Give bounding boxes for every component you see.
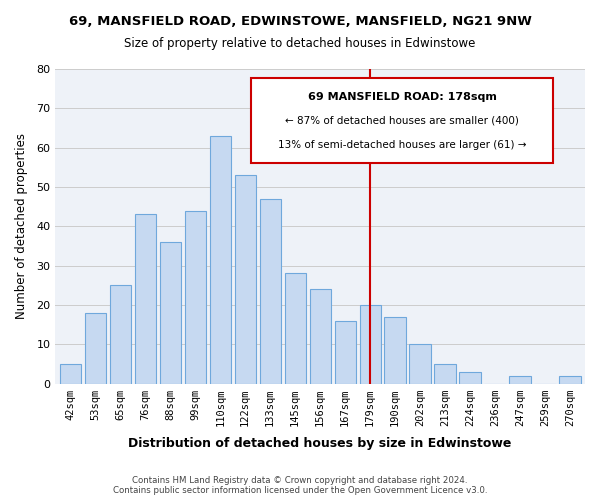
Text: Size of property relative to detached houses in Edwinstowe: Size of property relative to detached ho… [124,38,476,51]
Text: 13% of semi-detached houses are larger (61) →: 13% of semi-detached houses are larger (… [278,140,527,149]
Bar [59,364,81,384]
Bar [185,210,206,384]
Bar [110,285,131,384]
Text: 69 MANSFIELD ROAD: 178sqm: 69 MANSFIELD ROAD: 178sqm [308,92,497,102]
Bar [235,175,256,384]
Bar [260,198,281,384]
Text: ← 87% of detached houses are smaller (400): ← 87% of detached houses are smaller (40… [286,116,519,126]
Bar [409,344,431,384]
Bar [134,214,156,384]
Text: 69, MANSFIELD ROAD, EDWINSTOWE, MANSFIELD, NG21 9NW: 69, MANSFIELD ROAD, EDWINSTOWE, MANSFIEL… [68,15,532,28]
Bar [559,376,581,384]
Bar [509,376,530,384]
Bar [359,305,381,384]
Bar [385,316,406,384]
Bar [85,313,106,384]
Bar [310,289,331,384]
Bar [434,364,456,384]
FancyBboxPatch shape [251,78,553,164]
Y-axis label: Number of detached properties: Number of detached properties [15,134,28,320]
Bar [284,274,306,384]
X-axis label: Distribution of detached houses by size in Edwinstowe: Distribution of detached houses by size … [128,437,512,450]
Text: Contains HM Land Registry data © Crown copyright and database right 2024.
Contai: Contains HM Land Registry data © Crown c… [113,476,487,495]
Bar [209,136,231,384]
Bar [460,372,481,384]
Bar [160,242,181,384]
Bar [335,320,356,384]
